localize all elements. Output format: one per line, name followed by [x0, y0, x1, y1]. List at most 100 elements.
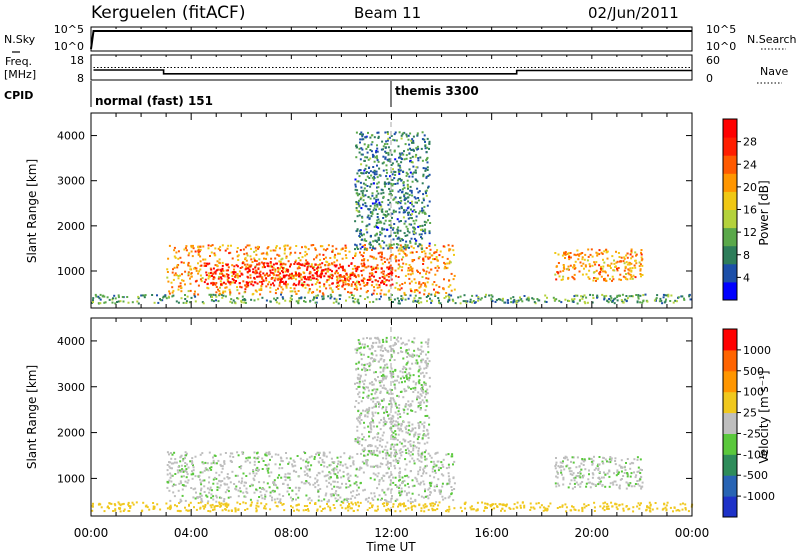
data-cell: [387, 268, 390, 271]
data-cell: [264, 453, 267, 456]
data-cell: [408, 211, 410, 214]
data-cell: [188, 301, 191, 304]
data-cell: [369, 149, 372, 151]
data-cell: [248, 472, 251, 475]
data-cell: [630, 251, 633, 254]
data-cell: [367, 144, 370, 147]
data-cell: [424, 465, 427, 468]
data-cell: [339, 496, 342, 499]
data-cell: [373, 136, 376, 139]
data-cell: [625, 254, 628, 257]
data-cell: [428, 493, 431, 496]
data-cell: [394, 131, 397, 134]
data-cell: [405, 157, 408, 160]
data-cell: [419, 468, 421, 471]
data-cell: [237, 509, 240, 511]
station-title: Kerguelen (fitACF): [91, 3, 245, 23]
data-cell: [289, 297, 292, 300]
data-cell: [256, 282, 259, 285]
data-cell: [309, 300, 311, 303]
data-cell: [621, 503, 624, 506]
data-cell: [340, 500, 343, 503]
data-cell: [429, 504, 432, 507]
data-cell: [395, 498, 398, 501]
data-cell: [395, 282, 398, 285]
data-cell: [404, 468, 407, 471]
data-cell: [288, 472, 291, 475]
data-cell: [298, 280, 301, 283]
data-cell: [592, 473, 595, 476]
data-cell: [627, 508, 630, 511]
data-cell: [341, 266, 344, 269]
data-cell: [212, 461, 215, 464]
data-cell: [386, 258, 389, 261]
data-cell: [182, 457, 185, 460]
data-cell: [205, 468, 208, 471]
freq-unit-label: [MHz]: [4, 68, 36, 81]
data-cell: [289, 253, 292, 256]
data-cell: [406, 246, 409, 249]
data-cell: [523, 295, 526, 297]
data-cell: [397, 249, 400, 252]
data-cell: [630, 248, 633, 251]
data-cell: [236, 297, 239, 300]
data-cell: [171, 286, 174, 289]
data-cell: [292, 283, 295, 286]
data-cell: [400, 137, 403, 140]
data-cell: [180, 290, 183, 293]
data-cell: [628, 261, 631, 264]
data-cell: [371, 211, 374, 214]
data-cell: [452, 499, 455, 502]
data-cell: [206, 286, 209, 289]
data-cell: [378, 286, 381, 289]
data-cell: [217, 288, 219, 291]
data-cell: [442, 458, 445, 461]
data-cell: [425, 277, 428, 280]
data-cell: [296, 273, 299, 276]
data-cell: [428, 215, 431, 217]
data-cell: [503, 301, 506, 304]
data-cell: [410, 502, 412, 505]
data-cell: [394, 484, 397, 486]
data-cell: [267, 283, 270, 286]
data-cell: [214, 270, 217, 273]
data-cell: [398, 220, 401, 223]
data-cell: [156, 294, 158, 297]
data-cell: [366, 185, 369, 187]
data-cell: [509, 297, 512, 300]
data-cell: [249, 461, 252, 464]
data-cell: [397, 462, 400, 464]
data-cell: [238, 480, 241, 483]
data-cell: [311, 267, 314, 270]
data-cell: [274, 277, 277, 280]
data-cell: [581, 297, 584, 300]
data-cell: [413, 231, 416, 234]
data-cell: [369, 431, 372, 433]
data-cell: [291, 506, 294, 509]
data-cell: [506, 299, 509, 302]
data-cell: [408, 433, 411, 436]
data-cell: [356, 376, 359, 379]
data-cell: [403, 199, 406, 201]
data-cell: [633, 485, 636, 488]
data-cell: [197, 293, 200, 296]
data-cell: [392, 380, 395, 383]
data-cell: [377, 376, 379, 378]
data-cell: [662, 507, 665, 510]
data-cell: [351, 267, 354, 270]
data-cell: [426, 357, 429, 360]
data-cell: [559, 461, 562, 464]
data-cell: [276, 497, 279, 500]
data-cell: [249, 504, 252, 507]
data-cell: [184, 294, 186, 296]
data-cell: [106, 296, 109, 299]
data-cell: [519, 504, 522, 507]
data-cell: [369, 255, 372, 258]
data-cell: [387, 507, 390, 510]
data-cell: [593, 501, 596, 504]
beam-title: Beam 11: [354, 4, 421, 22]
data-cell: [221, 268, 224, 271]
data-cell: [351, 297, 354, 300]
data-cell: [588, 269, 591, 272]
data-cell: [427, 292, 430, 295]
